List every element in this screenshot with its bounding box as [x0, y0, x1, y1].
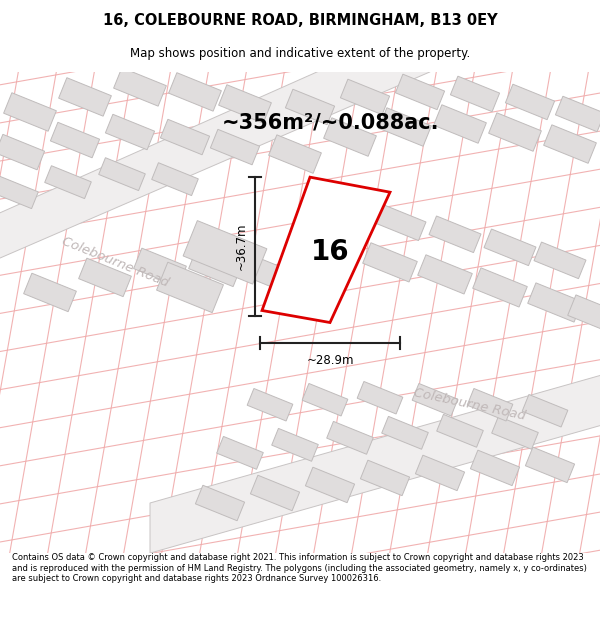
- Polygon shape: [484, 229, 536, 266]
- Polygon shape: [326, 421, 373, 454]
- Polygon shape: [415, 455, 464, 491]
- Polygon shape: [467, 389, 513, 421]
- Polygon shape: [305, 468, 355, 502]
- Text: Contains OS data © Crown copyright and database right 2021. This information is : Contains OS data © Crown copyright and d…: [12, 553, 587, 583]
- Polygon shape: [340, 79, 389, 114]
- Polygon shape: [451, 76, 500, 112]
- Polygon shape: [262, 177, 390, 322]
- Text: ~356m²/~0.088ac.: ~356m²/~0.088ac.: [221, 112, 439, 132]
- Polygon shape: [544, 125, 596, 163]
- Polygon shape: [44, 166, 91, 199]
- Polygon shape: [534, 242, 586, 279]
- Polygon shape: [429, 216, 481, 252]
- Polygon shape: [196, 485, 245, 521]
- Polygon shape: [188, 248, 241, 287]
- Polygon shape: [362, 242, 418, 282]
- Polygon shape: [79, 258, 131, 297]
- Polygon shape: [247, 389, 293, 421]
- Polygon shape: [286, 89, 335, 125]
- Polygon shape: [50, 122, 100, 158]
- Polygon shape: [568, 295, 600, 334]
- Polygon shape: [382, 416, 428, 449]
- Polygon shape: [361, 460, 410, 496]
- Polygon shape: [134, 248, 187, 287]
- Polygon shape: [527, 283, 583, 322]
- Polygon shape: [395, 74, 445, 109]
- Polygon shape: [374, 204, 426, 241]
- Polygon shape: [244, 255, 296, 294]
- Polygon shape: [302, 384, 348, 416]
- Polygon shape: [437, 414, 484, 447]
- Polygon shape: [152, 162, 199, 196]
- Polygon shape: [160, 119, 209, 155]
- Polygon shape: [113, 68, 166, 106]
- Polygon shape: [473, 268, 527, 307]
- Polygon shape: [250, 475, 299, 511]
- Polygon shape: [150, 372, 600, 553]
- Polygon shape: [323, 118, 376, 156]
- Polygon shape: [522, 394, 568, 427]
- Polygon shape: [0, 134, 44, 170]
- Polygon shape: [470, 450, 520, 486]
- Text: ~28.9m: ~28.9m: [306, 354, 354, 367]
- Polygon shape: [157, 262, 223, 312]
- Polygon shape: [269, 135, 322, 173]
- Polygon shape: [357, 381, 403, 414]
- Polygon shape: [0, 176, 38, 209]
- Polygon shape: [418, 255, 472, 294]
- Text: Colebourne Road: Colebourne Road: [413, 386, 527, 423]
- Polygon shape: [379, 107, 431, 146]
- Polygon shape: [183, 221, 267, 284]
- Polygon shape: [217, 436, 263, 469]
- Polygon shape: [488, 112, 541, 151]
- Text: Map shows position and indicative extent of the property.: Map shows position and indicative extent…: [130, 48, 470, 61]
- Polygon shape: [526, 447, 575, 482]
- Polygon shape: [169, 72, 221, 111]
- Polygon shape: [505, 84, 554, 120]
- Polygon shape: [98, 158, 145, 191]
- Polygon shape: [272, 428, 319, 461]
- Text: 16: 16: [311, 238, 349, 266]
- Polygon shape: [0, 22, 430, 262]
- Text: ~36.7m: ~36.7m: [235, 222, 248, 270]
- Polygon shape: [491, 416, 538, 449]
- Polygon shape: [412, 384, 458, 416]
- Polygon shape: [218, 85, 271, 123]
- Polygon shape: [556, 96, 600, 132]
- Polygon shape: [106, 114, 155, 150]
- Polygon shape: [23, 273, 76, 312]
- Polygon shape: [59, 78, 112, 116]
- Text: Colebourne Road: Colebourne Road: [59, 235, 170, 290]
- Polygon shape: [211, 129, 260, 165]
- Polygon shape: [4, 92, 56, 131]
- Text: 16, COLEBOURNE ROAD, BIRMINGHAM, B13 0EY: 16, COLEBOURNE ROAD, BIRMINGHAM, B13 0EY: [103, 12, 497, 28]
- Polygon shape: [434, 105, 487, 143]
